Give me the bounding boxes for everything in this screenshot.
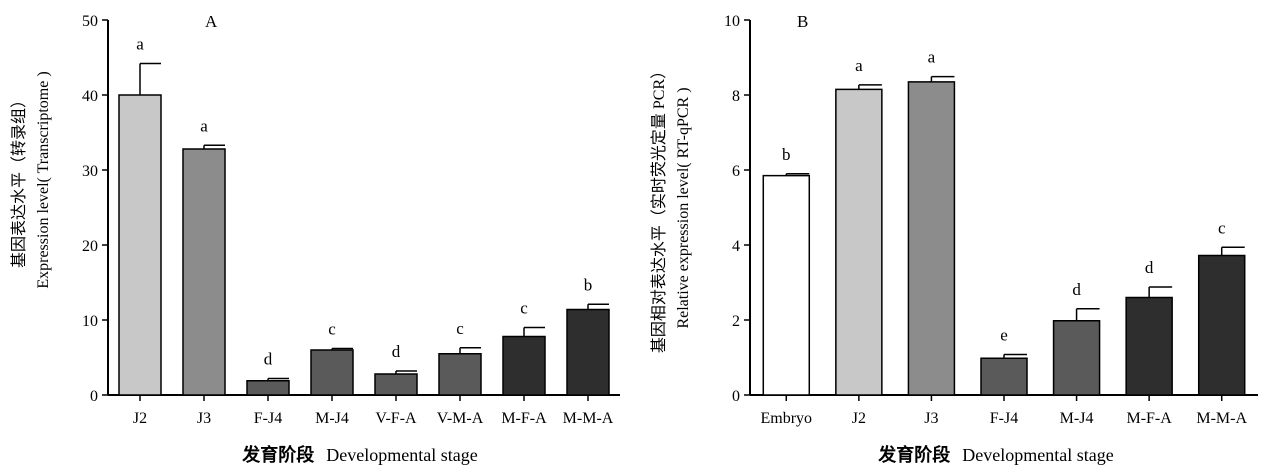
- panel-b-category-label: J2: [852, 410, 866, 427]
- panel-a-significance-label: c: [520, 299, 528, 318]
- panel-b-significance-label: a: [928, 48, 936, 67]
- panel-a-y-tick-label: 30: [82, 163, 98, 180]
- panel-a-significance-label: c: [456, 319, 464, 338]
- panel-a-significance-label: d: [392, 342, 401, 361]
- panel-a-ylabel-cn: 基因表达水平（转录组）: [10, 92, 28, 268]
- panel-b-category-label: M-M-A: [1196, 410, 1247, 427]
- panel-a-xlabel: 发育阶段 Developmental stage: [241, 444, 477, 466]
- panel-a-label: A: [205, 12, 218, 31]
- panel-b-y-tick-label: 0: [732, 388, 740, 405]
- panel-b-bar: [980, 357, 1028, 396]
- panel-b-label: B: [797, 12, 808, 31]
- panel-a-category-label: V-F-A: [375, 410, 417, 427]
- panel-a-bar: [502, 335, 546, 396]
- panel-b-chart: B 基因相对表达水平（实时荧光定量 PCR） Relative expressi…: [650, 12, 1258, 466]
- panel-a-category-label: F-J4: [254, 410, 282, 427]
- panel-a-bar: [182, 148, 226, 396]
- panel-a-y-tick-label: 40: [82, 88, 98, 105]
- panel-a-y-tick-label: 0: [90, 388, 98, 405]
- panel-a-ylabel-en: Expression level( Transcriptome ): [35, 71, 52, 288]
- panel-a-xlabel-en: Developmental stage: [326, 445, 477, 465]
- panel-a-xlabel-cn: 发育阶段: [241, 444, 315, 466]
- panel-b-category-label: M-F-A: [1126, 410, 1172, 427]
- panel-b-bar: [835, 88, 883, 396]
- panel-a-chart: A 基因表达水平（转录组） Expression level( Transcri…: [10, 12, 620, 466]
- panel-b-xlabel-cn: 发育阶段: [877, 444, 951, 466]
- panel-a-significance-label: a: [200, 116, 208, 135]
- panel-a-category-label: M-F-A: [501, 410, 547, 427]
- panel-a-category-label: J2: [133, 410, 147, 427]
- panel-b-significance-label: e: [1000, 326, 1008, 345]
- panel-a-bar: [310, 349, 354, 396]
- panel-b-category-label: F-J4: [990, 410, 1018, 427]
- panel-a-bar: [118, 94, 162, 396]
- panel-b-bar: [1197, 254, 1246, 396]
- panel-b-xlabel-en: Developmental stage: [962, 445, 1113, 465]
- panel-b-bar: [762, 174, 811, 396]
- panel-b-ylabel-en: Relative expression level( RT-qPCR ): [675, 87, 692, 328]
- panel-b-significance-label: a: [855, 56, 863, 75]
- panel-a-significance-label: a: [136, 35, 144, 54]
- panel-a-bar: [438, 353, 482, 396]
- panel-b-bar: [1125, 296, 1173, 396]
- panel-a-y-tick-label: 50: [82, 13, 98, 30]
- panel-b-significance-label: b: [782, 145, 791, 164]
- panel-a-y-tick-label: 20: [82, 238, 98, 255]
- panel-a-y-tick-label: 10: [82, 313, 98, 330]
- panel-b-xlabel: 发育阶段 Developmental stage: [877, 444, 1113, 466]
- panel-b-ylabel-cn: 基因相对表达水平（实时荧光定量 PCR）: [650, 63, 668, 353]
- panel-b-bar: [1052, 320, 1101, 396]
- panel-b-y-tick-label: 6: [732, 163, 740, 180]
- panel-a-category-label: V-M-A: [437, 410, 484, 427]
- panel-a-bar: [566, 308, 610, 396]
- panel-a-category-label: M-M-A: [563, 410, 614, 427]
- panel-b-category-label: Embryo: [761, 410, 813, 427]
- panel-b-significance-label: d: [1145, 258, 1154, 277]
- panel-b-significance-label: c: [1218, 218, 1226, 237]
- panel-a-bar: [374, 373, 418, 396]
- panel-b-bar: [907, 81, 956, 396]
- panel-b-y-tick-label: 8: [732, 88, 740, 105]
- panel-a-category-label: M-J4: [315, 410, 349, 427]
- panel-a-significance-label: b: [584, 275, 593, 294]
- panel-b-y-tick-label: 4: [732, 238, 740, 255]
- panel-b-y-tick-label: 10: [724, 13, 740, 30]
- panel-a-significance-label: c: [328, 320, 336, 339]
- panel-b-category-label: M-J4: [1060, 410, 1094, 427]
- panel-b-significance-label: d: [1072, 280, 1081, 299]
- panel-b-category-label: J3: [924, 410, 938, 427]
- panel-a-category-label: J3: [197, 410, 211, 427]
- panel-b-y-tick-label: 2: [732, 313, 740, 330]
- panel-a-bar: [246, 380, 290, 396]
- panel-a-significance-label: d: [264, 350, 273, 369]
